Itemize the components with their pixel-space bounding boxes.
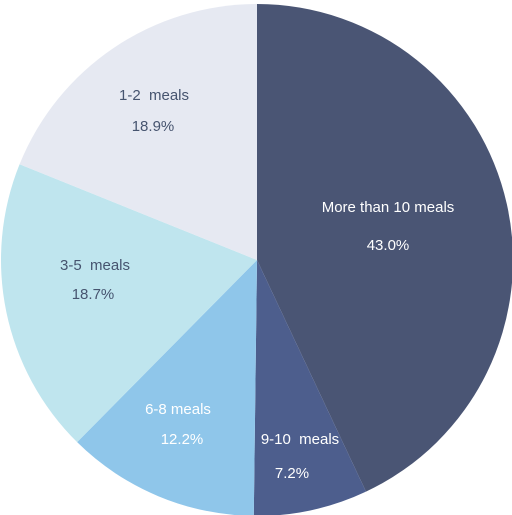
slice-label-3: 3-5 meals: [60, 257, 130, 274]
slice-value-label-3: 18.7%: [72, 286, 115, 303]
slice-label-0: More than 10 meals: [322, 199, 455, 216]
pie-slice-0: [257, 4, 512, 492]
slice-label-4: 1-2 meals: [119, 87, 189, 104]
pie-slice-2: [77, 260, 257, 515]
slice-value-label-1: 7.2%: [275, 465, 309, 482]
slice-label-1: 9-10 meals: [261, 431, 339, 448]
slice-label-2: 6-8 meals: [145, 401, 211, 418]
pie-slice-3: [0, 164, 257, 443]
pie-slice-1: [253, 260, 366, 515]
slice-value-label-4: 18.9%: [132, 118, 175, 135]
pie-slice-4: [19, 4, 257, 260]
slice-value-label-0: 43.0%: [367, 237, 410, 254]
pie-slices: [0, 4, 512, 515]
slice-value-label-2: 12.2%: [161, 431, 204, 448]
pie-labels: More than 10 meals 43.0% 9-10 meals 7.2% 6-8…: [60, 87, 454, 482]
